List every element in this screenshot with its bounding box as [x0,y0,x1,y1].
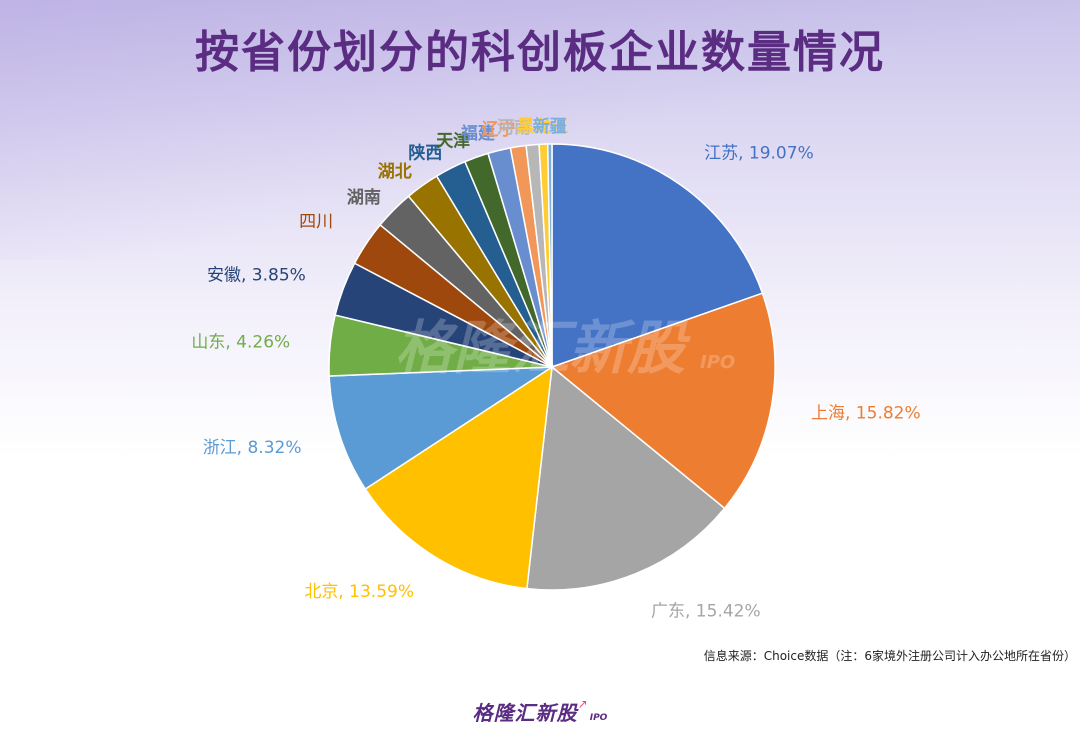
slice-label-8: 湖南 [347,187,381,208]
slice-label-1: 上海, 15.82% [811,404,921,424]
slice-label-13: 辽宁 [482,119,516,140]
slice-label-10: 陕西 [408,142,442,163]
pie-slice-1 [550,292,776,510]
watermark-text: 格隆汇新股 [395,314,691,382]
pie-slice-2 [526,365,726,591]
slice-label-14: 河南 [497,117,531,138]
slice-label-9: 湖北 [378,162,412,182]
slice-label-15: 黑龙江 [517,116,568,137]
slice-label-2: 广东, 15.42% [651,602,761,622]
slice-label-0: 江苏, 19.07% [704,144,814,164]
slice-labels: 江苏, 19.07% 上海, 15.82% 广东, 15.42% 北京, 13.59%… [191,116,920,622]
brand-logo: 格隆汇新股↗IPO [0,697,1080,726]
brand-arrow-icon: ↗ [577,697,588,711]
slice-label-7: 四川 [299,212,333,232]
slice-label-11: 天津 [436,130,470,151]
watermark: 格隆汇新股 IPO [395,314,735,382]
slice-label-12: 福建 [460,123,495,144]
page-title: 按省份划分的科创板企业数量情况 [195,27,885,78]
brand-sub: IPO [589,713,608,723]
slice-label-4: 浙江, 8.32% [203,438,302,458]
source-note: 信息来源：Choice数据（注：6家境外注册公司计入办公地所在省份） [703,649,1076,663]
watermark-sub: IPO [700,352,735,373]
pie-slice-3 [364,365,553,590]
pie-slices [328,143,776,591]
slice-label-3: 北京, 13.59% [304,582,414,602]
slice-label-5: 山东, 4.26% [191,333,290,353]
slice-label-16: 新疆 [533,116,567,137]
slice-label-6: 安徽, 3.85% [207,266,306,286]
pie-slice-4 [328,366,555,491]
brand-text: 格隆汇新股 [472,701,578,725]
pie-slice-16 [546,143,553,368]
